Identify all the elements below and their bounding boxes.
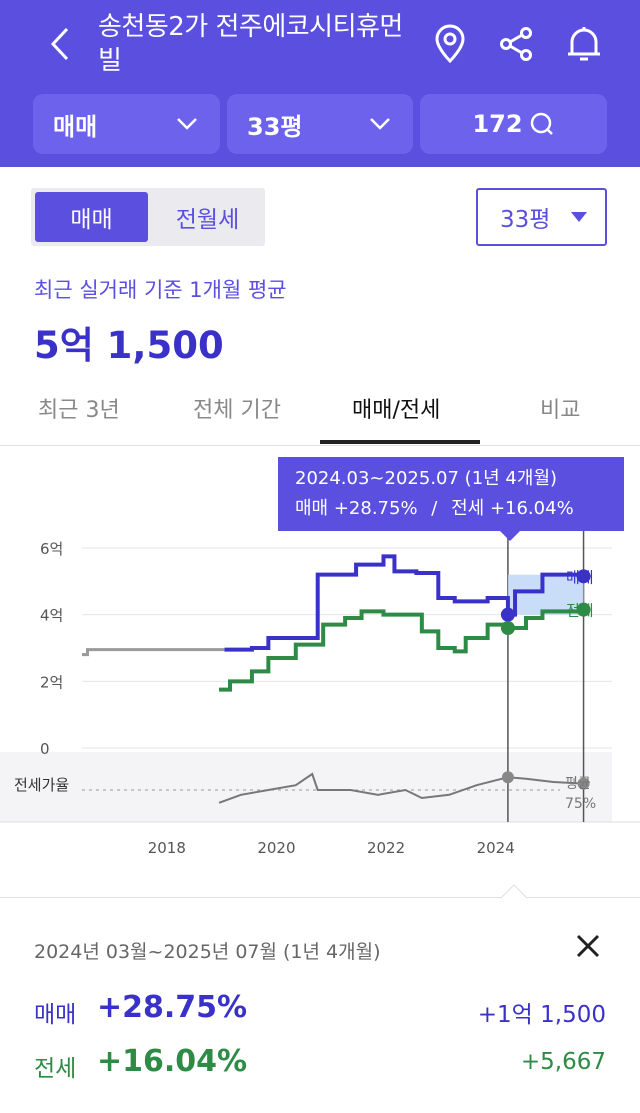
- share-icon: [500, 27, 532, 61]
- average-price: 5억 1,500: [34, 324, 224, 367]
- size-select[interactable]: 33평: [476, 188, 607, 246]
- size-value: 33평: [247, 112, 303, 141]
- map-pin-icon: [435, 24, 465, 64]
- tooltip-jeonse: 전세 +16.04%: [451, 498, 574, 519]
- tooltip-separator: /: [431, 498, 438, 519]
- ratio-avg-value: 75%: [565, 796, 596, 812]
- trade-toggle: 매매 전월세: [31, 188, 265, 246]
- x-tick-label: 2020: [257, 839, 295, 857]
- tooltip-sale: 매매 +28.75%: [295, 498, 418, 519]
- comment-count: 172: [472, 110, 523, 138]
- chevron-down-icon: [370, 118, 390, 130]
- ratio-panel: [0, 752, 612, 822]
- y-tick-label: 4억: [40, 607, 63, 625]
- map-button[interactable]: [428, 22, 472, 66]
- ratio-label: 전세가율: [14, 776, 69, 794]
- divider: [0, 445, 640, 446]
- jeonse-marker-dot: [500, 621, 515, 635]
- chevron-down-icon: [177, 118, 197, 130]
- price-chart[interactable]: 6억4억2억02018202020222024매매전세전세가율평균75%: [0, 446, 640, 898]
- jeonse-amount: +5,667: [520, 1049, 606, 1075]
- back-icon: [50, 27, 69, 61]
- tab-sale-jeonse[interactable]: 매매/전세: [352, 398, 441, 423]
- trade-type-value: 매매: [53, 112, 98, 141]
- sale-marker-dot: [500, 607, 515, 622]
- toggle-rent[interactable]: 전월세: [175, 207, 240, 233]
- toggle-sale[interactable]: 매매: [35, 192, 148, 242]
- sale-percent: +28.75%: [97, 990, 248, 1025]
- y-tick-label: 2억: [40, 673, 63, 691]
- tab-compare[interactable]: 비교: [540, 398, 581, 423]
- app-header: 송천동2가 전주에코시티휴먼빌 매매 33평 172: [0, 0, 640, 167]
- jeonse-percent: +16.04%: [97, 1044, 248, 1079]
- range-tooltip: 2024.03~2025.07 (1년 4개월) 매매 +28.75% / 전세…: [278, 457, 624, 531]
- tab-recent-3y[interactable]: 최근 3년: [38, 398, 120, 423]
- size-select-value: 33평: [500, 207, 551, 233]
- trade-type-dropdown[interactable]: 매매: [33, 94, 220, 154]
- close-button[interactable]: [570, 928, 606, 964]
- x-tick-label: 2024: [477, 839, 515, 857]
- jeonse-marker-dot: [576, 602, 591, 617]
- highlight-band: [507, 574, 584, 615]
- y-tick-label: 0: [40, 740, 50, 758]
- jeonse-label: 전세: [34, 1056, 77, 1082]
- jeonse-series-line: [219, 609, 586, 692]
- sale-series-line: [224, 554, 586, 652]
- tooltip-range: 2024.03~2025.07 (1년 4개월): [295, 468, 558, 489]
- divider: [0, 897, 640, 898]
- y-tick-label: 6억: [40, 540, 63, 558]
- tab-all-period[interactable]: 전체 기간: [193, 398, 281, 423]
- early-series-line: [82, 648, 225, 657]
- sale-label: 매매: [34, 1002, 77, 1028]
- sale-amount: +1억 1,500: [477, 1002, 606, 1028]
- share-button[interactable]: [494, 22, 538, 66]
- bell-icon: [568, 27, 600, 61]
- ratio-marker-dot: [577, 777, 590, 790]
- x-tick-label: 2018: [148, 839, 186, 857]
- page-title: 송천동2가 전주에코시티휴먼빌: [98, 12, 403, 76]
- sale-marker-dot: [576, 569, 591, 584]
- average-label: 최근 실거래 기준 1개월 평균: [34, 278, 287, 302]
- tooltip-tail: [500, 531, 520, 541]
- back-button[interactable]: [40, 22, 80, 66]
- size-dropdown[interactable]: 33평: [227, 94, 413, 154]
- ratio-marker-dot: [501, 771, 514, 784]
- notification-button[interactable]: [562, 22, 606, 66]
- ratio-series-line: [218, 772, 584, 804]
- comment-icon: [530, 112, 553, 135]
- ratio-avg-label: 평균: [565, 776, 591, 792]
- tooltip-values: 매매 +28.75% / 전세 +16.04%: [295, 494, 624, 524]
- active-tab-indicator: [320, 440, 480, 444]
- comment-button[interactable]: 172: [420, 94, 607, 154]
- caret-down-icon: [571, 212, 587, 222]
- x-tick-label: 2022: [367, 839, 405, 857]
- result-period: 2024년 03월~2025년 07월 (1년 4개월): [34, 941, 381, 963]
- close-icon: [576, 934, 600, 958]
